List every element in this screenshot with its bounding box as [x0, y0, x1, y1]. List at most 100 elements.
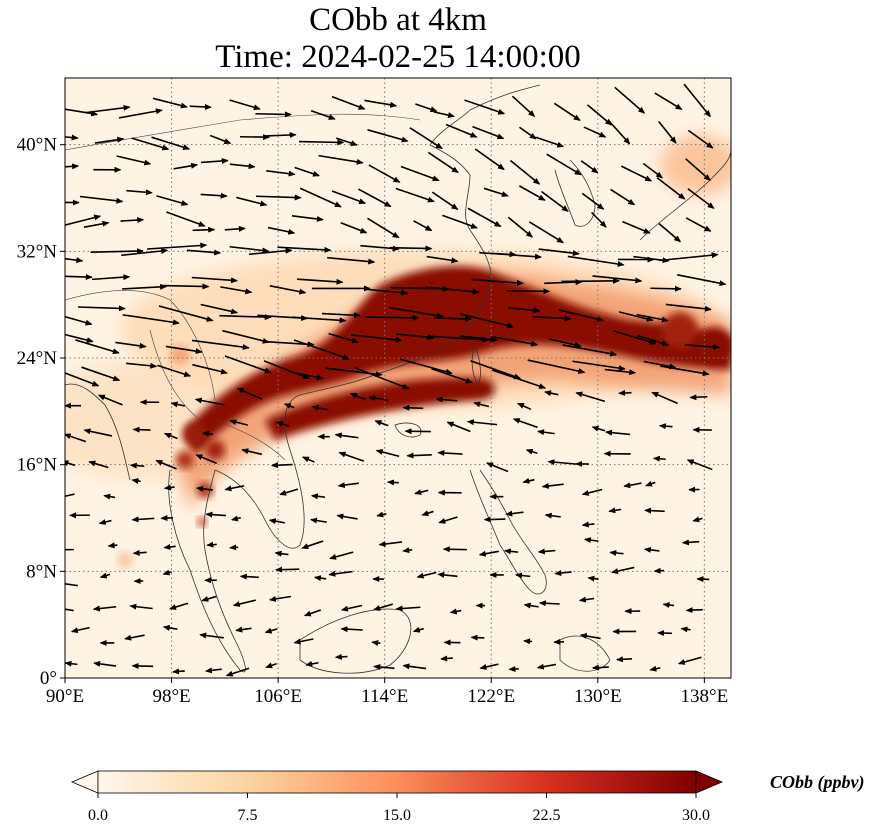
wind-arrow — [224, 225, 246, 232]
wind-arrow — [201, 595, 217, 602]
wind-arrow — [485, 462, 509, 473]
colorbar-extend-low — [70, 770, 99, 794]
wind-arrow — [652, 455, 666, 462]
wind-arrow — [658, 423, 673, 430]
lon-tick-label: 114°E — [361, 686, 408, 707]
wind-arrow — [299, 187, 342, 208]
wind-arrow — [554, 570, 572, 576]
wind-arrow — [503, 548, 519, 555]
plume-south-branch — [265, 377, 495, 440]
wind-arrow — [103, 493, 116, 500]
wind-arrow — [578, 596, 595, 603]
wind-arrow — [331, 190, 367, 204]
wind-arrow — [373, 664, 395, 670]
wind-arrow — [561, 277, 620, 284]
wind-arrow — [262, 132, 297, 139]
wind-arrow — [205, 511, 227, 518]
wind-arrow — [409, 127, 443, 150]
wind-arrow — [523, 638, 533, 645]
wind-arrow — [166, 211, 206, 227]
wind-arrow — [191, 276, 239, 284]
wind-arrow — [567, 255, 625, 267]
wind-arrow — [544, 512, 561, 519]
wind-arrow — [303, 609, 322, 617]
colorbar-ticks: 0.0 7.5 15.0 22.5 30.0 — [88, 793, 710, 824]
wind-arrow — [318, 154, 364, 165]
wind-arrow — [131, 478, 141, 484]
wind-arrow — [637, 335, 670, 347]
wind-arrow — [442, 214, 479, 229]
wind-arrow — [298, 139, 345, 146]
wind-arrow — [305, 660, 319, 667]
wind-arrow — [643, 546, 660, 553]
wind-arrow — [467, 207, 502, 228]
wind-arrow — [92, 605, 117, 612]
wind-arrow — [334, 432, 359, 439]
wind-arrow — [229, 419, 248, 426]
wind-arrow — [376, 511, 387, 518]
wind-arrow — [220, 286, 253, 295]
wind-arrow — [229, 245, 270, 254]
wind-arrow — [170, 401, 185, 408]
wind-arrow — [266, 169, 296, 177]
wind-arrow — [328, 332, 359, 344]
wind-arrow — [562, 344, 618, 357]
wind-arrow — [200, 157, 229, 164]
wind-arrow — [90, 248, 144, 255]
wind-arrow — [537, 429, 555, 436]
wind-arrow — [65, 460, 76, 467]
wind-arrow — [692, 516, 703, 523]
wind-arrow — [302, 456, 315, 463]
wind-arrow — [313, 575, 327, 582]
wind-arrow — [446, 421, 471, 433]
wind-arrow — [523, 602, 539, 609]
wind-arrow — [604, 368, 637, 376]
wind-arrow — [229, 544, 239, 551]
wind-arrow — [173, 162, 199, 170]
wind-arrow — [649, 665, 661, 672]
wind-arrow — [685, 607, 703, 614]
colorbar-extend-high — [695, 770, 724, 794]
wind-arrow — [614, 86, 646, 114]
wind-arrow — [338, 451, 365, 462]
wind-arrow — [591, 425, 606, 432]
wind-arrow — [591, 211, 607, 228]
wind-arrow — [371, 640, 381, 646]
wind-arrow — [471, 278, 524, 286]
wind-arrow — [687, 188, 715, 209]
wind-arrow — [681, 539, 700, 546]
wind-arrow — [93, 660, 117, 667]
wind-arrow — [483, 187, 509, 197]
wind-arrow — [131, 662, 154, 669]
wind-arrow — [335, 137, 358, 146]
wind-arrow — [194, 397, 225, 406]
wind-arrow — [642, 162, 664, 179]
wind-arrow — [129, 462, 145, 469]
wind-arrow — [120, 217, 145, 224]
wind-arrow — [239, 573, 259, 580]
wind-arrow — [658, 223, 682, 243]
wind-arrow — [374, 420, 389, 427]
wind-arrow — [205, 667, 222, 674]
wind-arrow — [364, 99, 398, 108]
wind-arrow — [538, 248, 580, 257]
wind-arrow — [653, 567, 665, 574]
longitude-ticks: 90°E 98°E 106°E 114°E 122°E 130°E 138°E — [46, 678, 728, 707]
fire-blob — [176, 451, 194, 469]
wind-arrow — [440, 655, 453, 662]
colorbar-tick-label: 22.5 — [533, 807, 561, 824]
wind-arrow — [65, 163, 80, 170]
wind-arrow — [395, 333, 435, 341]
wind-arrow — [662, 602, 675, 608]
lat-tick-label: 40°N — [17, 135, 58, 156]
wind-arrow — [685, 158, 711, 182]
wind-arrow — [115, 341, 147, 349]
wind-arrow — [94, 136, 125, 144]
wind-arrow — [65, 134, 79, 141]
wind-arrow — [684, 343, 721, 350]
border — [214, 419, 286, 461]
wind-arrow — [162, 569, 172, 576]
wind-arrow — [425, 286, 480, 295]
wind-arrow — [366, 288, 409, 296]
colorbar-label: CObb (ppbv) — [770, 772, 864, 793]
